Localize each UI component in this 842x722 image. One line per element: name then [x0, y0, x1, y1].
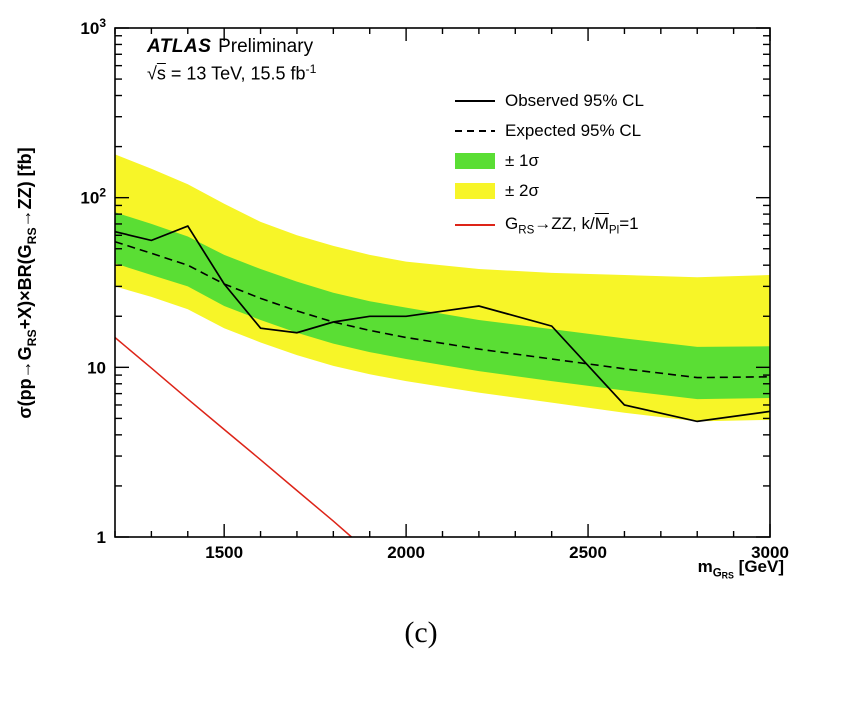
subfigure-label: (c): [404, 616, 438, 649]
y-axis-title: σ(pp→GRS+X)×BR(GRS→ZZ) [fb]: [15, 147, 39, 419]
legend-label: Expected 95% CL: [505, 121, 642, 140]
y-tick-label: 102: [80, 186, 106, 208]
experiment-label: ATLAS Preliminary: [147, 36, 313, 58]
legend-item: ± 1σ: [455, 146, 644, 176]
x-tick-label: 2500: [569, 543, 607, 562]
legend: Observed 95% CL Expected 95% CL ± 1σ ± 2σ GR…: [455, 86, 644, 240]
legend-label: ± 1σ: [505, 151, 539, 170]
y-tick-label: 1: [97, 528, 106, 547]
x-tick-label: 3000: [751, 543, 789, 562]
x-tick-label: 2000: [387, 543, 425, 562]
x-axis-title: mGRS [GeV]: [697, 557, 784, 581]
axis-ticks: [114, 27, 771, 538]
y-tick-label: 103: [80, 16, 106, 38]
legend-item: Expected 95% CL: [455, 116, 644, 146]
line-solid-swatch: [455, 100, 495, 102]
legend-item: Observed 95% CL: [455, 86, 644, 116]
atlas-logo-text: ATLAS: [147, 36, 212, 57]
theory-cross-section-line: [114, 336, 352, 538]
energy-luminosity-label: √s = 13 TeV, 15.5 fb-1: [147, 62, 317, 84]
band-1sigma: [115, 212, 770, 400]
expected-limit-line: [114, 240, 771, 379]
legend-item: ± 2σ: [455, 176, 644, 206]
line-red-swatch: [455, 224, 495, 226]
observed-limit-line: [114, 225, 771, 423]
legend-label: Observed 95% CL: [505, 91, 644, 110]
box-green-swatch: [455, 153, 495, 169]
legend-item: GRS→ZZ, k/MPl=1: [455, 210, 644, 240]
x-tick-label: 1500: [205, 543, 243, 562]
box-yellow-swatch: [455, 183, 495, 199]
legend-label: ± 2σ: [505, 181, 539, 200]
line-dashed-swatch: [455, 130, 495, 132]
legend-label: GRS→ZZ, k/MPl=1: [505, 213, 639, 237]
preliminary-label: Preliminary: [218, 36, 314, 57]
y-tick-label: 10: [87, 358, 106, 377]
